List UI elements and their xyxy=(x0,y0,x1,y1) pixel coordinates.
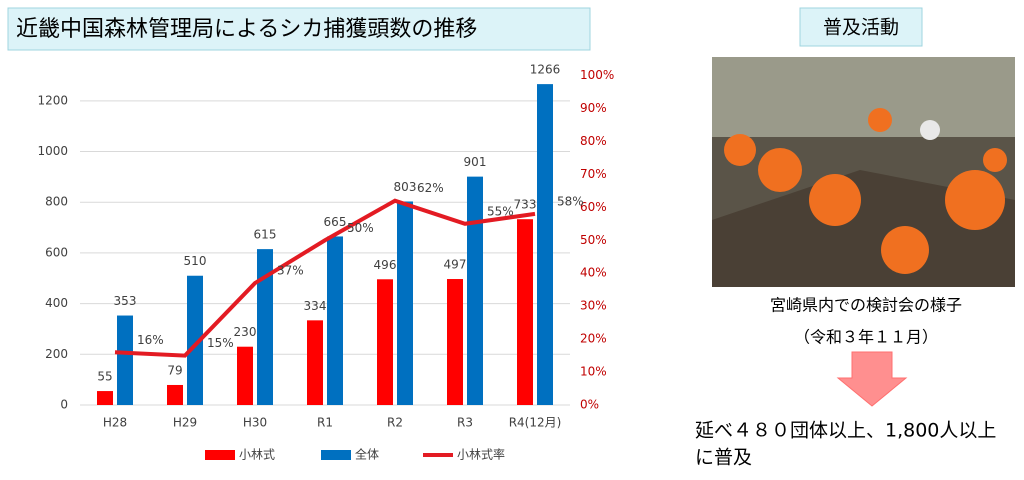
y-tick-label: 800 xyxy=(45,195,68,209)
x-tick-label: R1 xyxy=(317,416,333,430)
arrow xyxy=(836,351,908,407)
y2-tick-label: 30% xyxy=(580,299,607,313)
photo-caption: 宮崎県内での検討会の様子 xyxy=(770,296,962,315)
bar xyxy=(187,275,203,405)
photo xyxy=(712,57,1015,287)
x-tick-label: H30 xyxy=(243,416,267,430)
value-label: 230 xyxy=(234,325,257,339)
bar xyxy=(307,320,323,405)
x-tick-label: R2 xyxy=(387,416,403,430)
y2-tick-label: 80% xyxy=(580,134,607,148)
value-label: 79 xyxy=(167,363,182,377)
y-tick-label: 600 xyxy=(45,245,68,259)
y2-tick-label: 60% xyxy=(580,200,607,214)
legend-swatch xyxy=(205,450,235,460)
value-label: 353 xyxy=(114,294,137,308)
legend-label: 小林式率 xyxy=(457,447,505,462)
value-label: 1266 xyxy=(530,63,561,77)
y2-tick-label: 100% xyxy=(580,68,614,82)
y2-tick-label: 0% xyxy=(580,398,599,412)
x-tick-label: H28 xyxy=(103,416,127,430)
value-label: 50% xyxy=(347,221,374,235)
photo-date: （令和３年１１月） xyxy=(794,328,938,347)
y2-tick-label: 70% xyxy=(580,167,607,181)
bar xyxy=(517,219,533,405)
value-label: 55 xyxy=(97,370,112,384)
x-tick-label: R3 xyxy=(457,416,473,430)
y2-tick-label: 40% xyxy=(580,266,607,280)
side-heading: 普及活動 xyxy=(823,17,899,39)
legend-label: 小林式 xyxy=(239,448,275,462)
bar xyxy=(257,249,273,405)
value-label: 15% xyxy=(207,336,234,350)
bar xyxy=(467,176,483,405)
chart-title: 近畿中国森林管理局によるシカ捕獲頭数の推移 xyxy=(16,17,477,42)
bar xyxy=(117,315,133,405)
y2-tick-label: 10% xyxy=(580,365,607,379)
bar xyxy=(167,384,183,405)
y2-tick-label: 20% xyxy=(580,332,607,346)
value-label: 510 xyxy=(184,254,207,268)
y-tick-label: 1200 xyxy=(37,93,68,107)
bar xyxy=(327,236,343,405)
y-tick-label: 200 xyxy=(45,347,68,361)
value-label: 496 xyxy=(374,258,397,272)
value-label: 37% xyxy=(277,264,304,278)
value-label: 665 xyxy=(324,215,347,229)
bar xyxy=(237,346,253,405)
bar xyxy=(537,84,553,406)
value-label: 334 xyxy=(304,299,327,313)
legend-swatch xyxy=(321,450,351,460)
title-box xyxy=(7,7,591,51)
y2-tick-label: 90% xyxy=(580,101,607,115)
legend-label: 全体 xyxy=(355,447,379,462)
value-label: 615 xyxy=(254,228,277,242)
value-label: 16% xyxy=(137,333,164,347)
value-label: 901 xyxy=(464,155,487,169)
value-label: 803 xyxy=(394,180,417,194)
line xyxy=(114,198,536,358)
bar xyxy=(397,201,413,405)
y-tick-label: 400 xyxy=(45,296,68,310)
value-label: 497 xyxy=(444,258,467,272)
heading-box xyxy=(799,7,923,47)
bar xyxy=(377,279,393,405)
result-text: 延べ４８０団体以上、1,800人以上 xyxy=(695,420,996,442)
result-text: に普及 xyxy=(695,447,752,469)
bar xyxy=(447,279,463,405)
x-tick-label: H29 xyxy=(173,416,197,430)
x-tick-label: R4(12月) xyxy=(509,416,562,430)
value-label: 55% xyxy=(487,204,514,218)
value-label: 62% xyxy=(417,181,444,195)
y-tick-label: 0 xyxy=(60,398,68,412)
y-tick-label: 1000 xyxy=(37,144,68,158)
bar xyxy=(97,391,113,405)
y2-tick-label: 50% xyxy=(580,233,607,247)
value-label: 733 xyxy=(514,198,537,212)
value-label: 58% xyxy=(557,194,584,208)
